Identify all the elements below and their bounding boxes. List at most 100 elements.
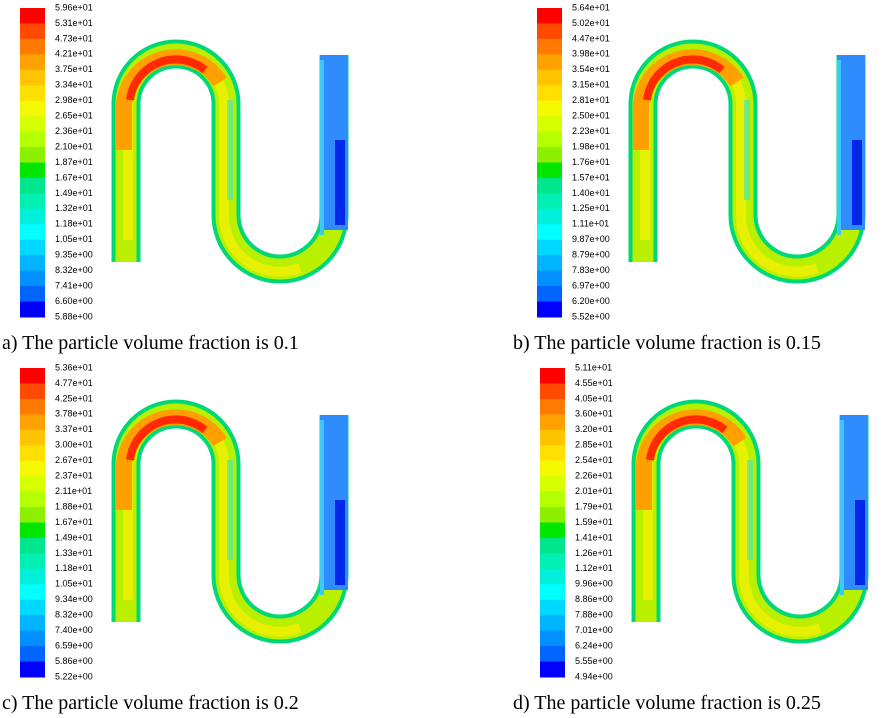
colorbar-band	[537, 85, 562, 102]
colorbar-label: 7.88e+00	[575, 610, 613, 620]
colorbar-label: 1.40e+01	[572, 188, 610, 198]
colorbar-band	[537, 147, 562, 163]
colorbar-label: 2.98e+01	[55, 95, 93, 105]
contour-plot: 5.11e+01 4.55e+01 4.05e+01 3.60e+01 3.20e+01…	[540, 362, 869, 681]
colorbar-label: 1.05e+01	[55, 234, 93, 244]
colorbar-label: 3.98e+01	[572, 49, 610, 59]
colorbar-band	[540, 568, 565, 585]
colorbar-band	[20, 599, 45, 616]
colorbar-band	[20, 255, 45, 272]
colorbar-label: 2.23e+01	[572, 126, 610, 136]
colorbar-label: 2.54e+01	[575, 455, 613, 465]
colorbar-label: 5.36e+01	[55, 362, 93, 372]
colorbar-band	[20, 116, 45, 133]
hot-core	[126, 415, 208, 461]
colorbar-label: 6.24e+00	[575, 640, 613, 650]
colorbar-label: 8.32e+00	[55, 610, 93, 620]
colorbar-label: 1.33e+01	[55, 548, 93, 558]
colorbar-label: 4.55e+01	[575, 378, 613, 388]
colorbar-band	[20, 445, 45, 462]
contour-plot: 5.36e+01 4.77e+01 4.25e+01 3.78e+01 3.37e+01…	[20, 362, 349, 681]
colorbar-band	[20, 270, 45, 287]
colorbar-label: 3.75e+01	[55, 64, 93, 74]
caption: c) The particle volume fraction is 0.2	[2, 692, 299, 714]
colorbar-label: 5.02e+01	[572, 18, 610, 28]
colorbar-band	[537, 23, 562, 40]
colorbar-band	[20, 239, 45, 256]
colorbar-band	[20, 615, 45, 632]
colorbar-band	[537, 38, 562, 55]
colorbar-label: 4.77e+01	[55, 378, 93, 388]
colorbar-label: 2.85e+01	[575, 440, 613, 450]
colorbar-label: 3.60e+01	[575, 409, 613, 419]
colorbar-band	[20, 491, 45, 508]
colorbar-label: 1.25e+01	[572, 203, 610, 213]
colorbar-band	[20, 54, 45, 71]
colorbar-label: 1.79e+01	[575, 501, 613, 511]
colorbar-label: 1.12e+01	[575, 563, 613, 573]
colorbar-band	[20, 131, 45, 148]
contour-plot: 5.64e+01 5.02e+01 4.47e+01 3.98e+01 3.54e+01…	[537, 2, 866, 321]
colorbar-label: 4.94e+00	[575, 671, 613, 681]
colorbar-band	[537, 100, 562, 117]
colorbar-band	[20, 208, 45, 225]
colorbar-band	[537, 270, 562, 287]
colorbar-band	[540, 630, 565, 647]
colorbar-band	[537, 162, 562, 179]
colorbar-label: 3.37e+01	[55, 424, 93, 434]
colorbar-band	[537, 301, 562, 318]
colorbar-band	[537, 208, 562, 225]
colorbar-label: 3.34e+01	[55, 80, 93, 90]
colorbar-label: 5.86e+00	[55, 656, 93, 666]
colorbar-band	[540, 476, 565, 493]
colorbar-label: 3.00e+01	[55, 440, 93, 450]
colorbar-label: 1.32e+01	[55, 203, 93, 213]
colorbar-band	[20, 414, 45, 431]
colorbar-label: 5.31e+01	[55, 18, 93, 28]
hot-core	[643, 55, 725, 101]
colorbar-band	[20, 147, 45, 163]
colorbar-band	[20, 162, 45, 179]
colorbar-label: 2.01e+01	[575, 486, 613, 496]
colorbar-label: 8.86e+00	[575, 594, 613, 604]
colorbar-label: 1.41e+01	[575, 532, 613, 542]
colorbar-band	[20, 69, 45, 86]
colorbar-label: 7.01e+00	[575, 625, 613, 635]
colorbar-label: 7.41e+00	[55, 280, 93, 290]
colorbar-band	[20, 85, 45, 102]
colorbar-band	[20, 584, 45, 601]
colorbar-label: 9.96e+00	[575, 579, 613, 589]
colorbar-label: 1.26e+01	[575, 548, 613, 558]
colorbar-label: 3.15e+01	[572, 80, 610, 90]
colorbar-label: 1.76e+01	[572, 157, 610, 167]
colorbar-label: 9.34e+00	[55, 594, 93, 604]
colorbar-band	[20, 193, 45, 210]
colorbar-label: 5.88e+00	[55, 311, 93, 321]
colorbar-label: 5.11e+01	[575, 362, 612, 372]
colorbar-label: 5.55e+00	[575, 656, 613, 666]
colorbar-band	[540, 491, 565, 508]
colorbar-label: 3.78e+01	[55, 409, 93, 419]
colorbar-band	[540, 445, 565, 462]
colorbar-band	[540, 522, 565, 539]
colorbar-label: 4.47e+01	[572, 33, 610, 43]
colorbar-band	[537, 286, 562, 303]
contour-plot: 5.96e+01 5.31e+01 4.73e+01 4.21e+01 3.75e+01…	[20, 2, 349, 321]
caption: d) The particle volume fraction is 0.25	[513, 692, 821, 714]
colorbar-label: 2.26e+01	[575, 471, 613, 481]
hot-core	[126, 55, 208, 101]
colorbar-label: 3.54e+01	[572, 64, 610, 74]
colorbar-band	[20, 630, 45, 647]
colorbar-label: 7.83e+00	[572, 265, 610, 275]
colorbar-band	[20, 522, 45, 539]
colorbar-band	[540, 460, 565, 477]
colorbar-label: 1.88e+01	[55, 501, 93, 511]
colorbar-label: 9.35e+00	[55, 250, 93, 260]
colorbar-band	[20, 553, 45, 570]
colorbar-label: 5.96e+01	[55, 2, 93, 12]
colorbar-label: 3.20e+01	[575, 424, 613, 434]
colorbar-label: 5.52e+00	[572, 311, 610, 321]
colorbar-band	[537, 193, 562, 210]
colorbar-band	[540, 507, 565, 523]
